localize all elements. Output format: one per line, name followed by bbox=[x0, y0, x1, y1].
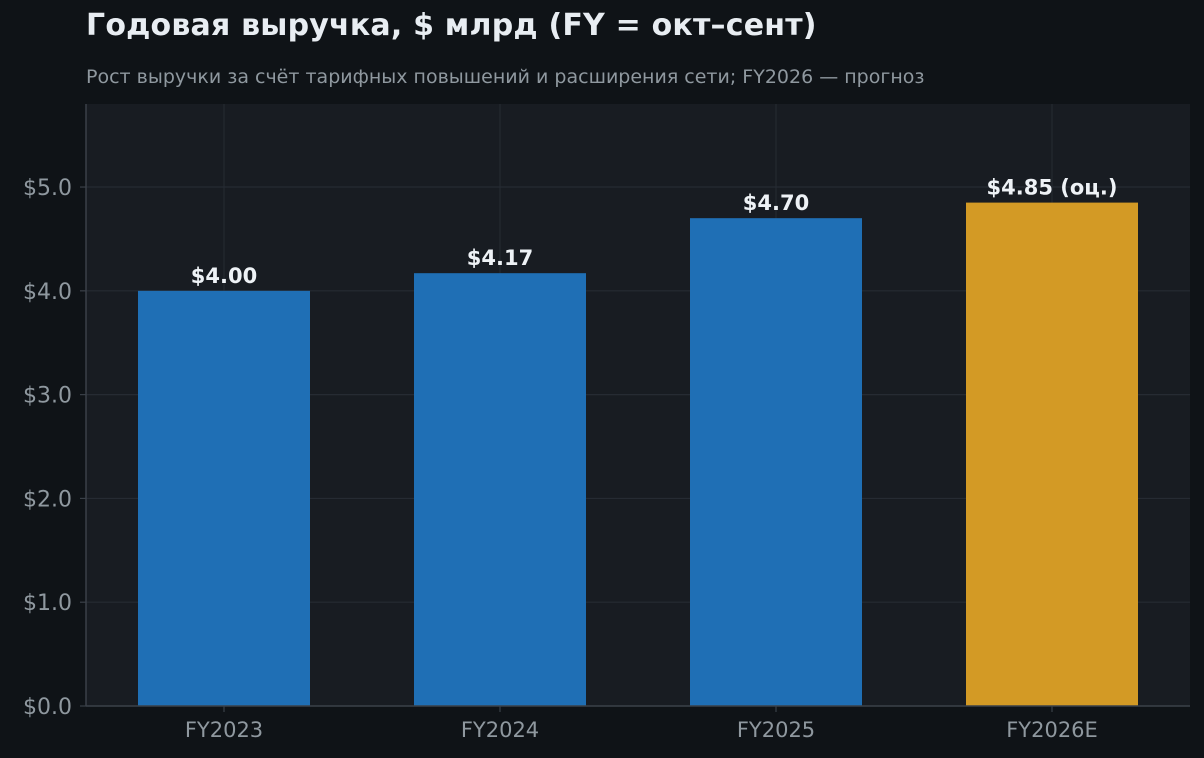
y-tick-label: $4.0 bbox=[23, 280, 72, 305]
y-tick-label: $0.0 bbox=[23, 695, 72, 720]
bar bbox=[414, 273, 586, 706]
bar-forecast bbox=[966, 202, 1138, 706]
x-tick-label: FY2025 bbox=[737, 718, 815, 742]
chart-subtitle: Рост выручки за счёт тарифных повышений … bbox=[86, 66, 925, 88]
y-tick-label: $5.0 bbox=[23, 176, 72, 201]
bar-value-label: $4.70 bbox=[743, 191, 809, 215]
chart-title: Годовая выручка, $ млрд (FY = окт–сент) bbox=[86, 8, 817, 43]
bar bbox=[690, 218, 862, 706]
bar-value-label: $4.85 (оц.) bbox=[987, 176, 1118, 200]
bar-value-label: $4.00 bbox=[191, 264, 257, 288]
bar bbox=[138, 290, 310, 706]
x-tick-label: FY2026E bbox=[1006, 718, 1098, 742]
y-tick-label: $3.0 bbox=[23, 384, 72, 409]
y-tick-label: $1.0 bbox=[23, 591, 72, 616]
bar-value-label: $4.17 bbox=[467, 246, 533, 270]
y-tick-label: $2.0 bbox=[23, 487, 72, 512]
x-tick-label: FY2024 bbox=[461, 718, 539, 742]
x-tick-label: FY2023 bbox=[185, 718, 263, 742]
